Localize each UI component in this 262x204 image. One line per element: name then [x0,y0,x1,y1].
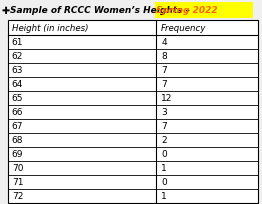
Text: 61: 61 [12,38,23,47]
Text: 1: 1 [161,164,167,173]
Text: 71: 71 [12,178,23,186]
Text: 7: 7 [161,122,167,131]
Text: 65: 65 [12,94,23,103]
Text: 62: 62 [12,52,23,61]
Text: 72: 72 [12,192,23,201]
Text: 4: 4 [161,38,167,47]
Text: 0: 0 [161,150,167,159]
Text: Spring 2022: Spring 2022 [156,6,217,15]
Text: 1: 1 [161,192,167,201]
Text: 12: 12 [161,94,172,103]
Text: 67: 67 [12,122,23,131]
Text: Frequency: Frequency [161,24,206,32]
Text: 7: 7 [161,80,167,89]
Text: 64: 64 [12,80,23,89]
Bar [8,20,258,203]
Text: 70: 70 [12,164,23,173]
Bar [155,3,253,19]
Text: 7: 7 [161,66,167,75]
Text: Sample of RCCC Women’s Heights –: Sample of RCCC Women’s Heights – [10,6,194,15]
Bar [8,20,258,203]
Text: 2: 2 [161,136,167,145]
Text: 3: 3 [161,108,167,117]
Text: 0: 0 [161,178,167,186]
Text: 68: 68 [12,136,23,145]
Text: 63: 63 [12,66,23,75]
Text: 8: 8 [161,52,167,61]
Text: 69: 69 [12,150,23,159]
Text: 66: 66 [12,108,23,117]
Bar [0,1,262,20]
Text: ✚: ✚ [1,6,9,16]
Text: Height (in inches): Height (in inches) [12,24,88,32]
